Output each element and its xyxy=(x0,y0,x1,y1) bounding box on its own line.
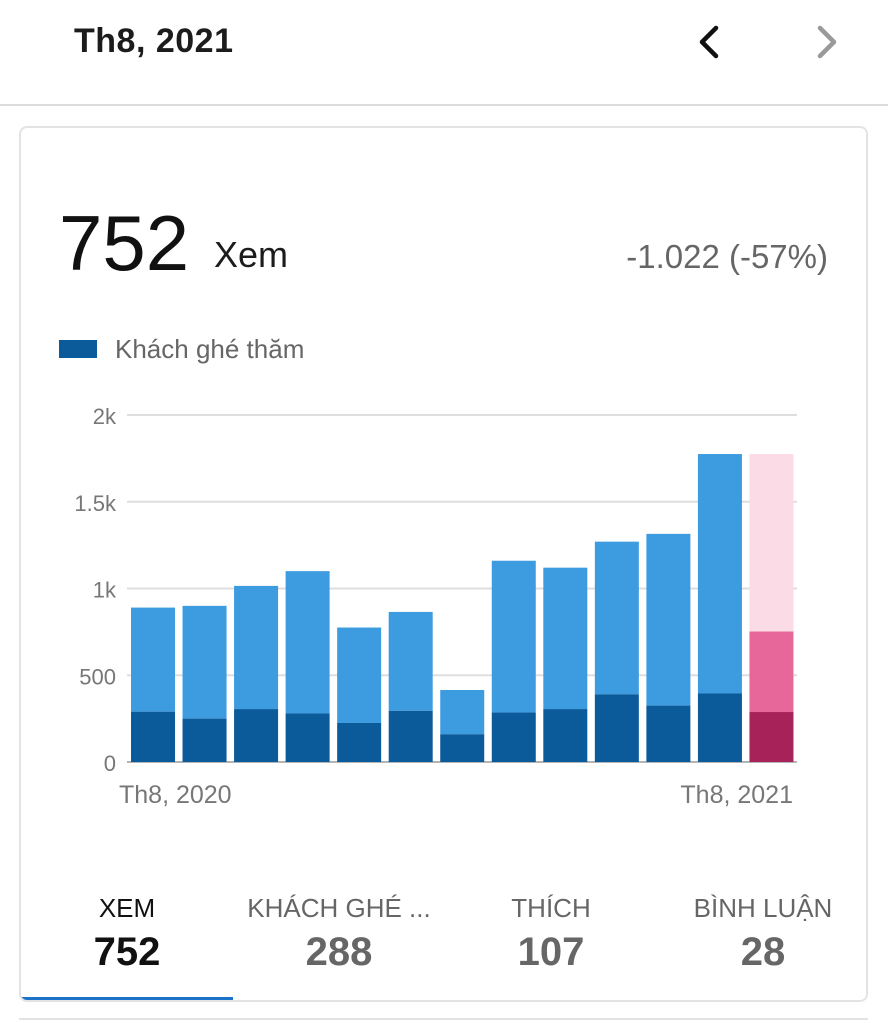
bar-visitors xyxy=(285,713,330,762)
header-bar: Th8, 2021 xyxy=(0,0,888,106)
bar-visitors xyxy=(182,718,227,762)
stats-card: 752 Xem -1.022 (-57%) Khách ghé thăm 0 50… xyxy=(19,126,868,1002)
bar-visitors xyxy=(440,734,485,762)
bar-visitors xyxy=(697,693,742,762)
tab-comments[interactable]: BÌNH LUẬN 28 xyxy=(657,883,866,1000)
tab-views-value: 752 xyxy=(93,930,161,974)
bar-views xyxy=(131,607,175,712)
tab-comments-value: 28 xyxy=(740,930,786,974)
bar-views xyxy=(749,631,794,713)
bar-visitors xyxy=(234,709,279,762)
bar-visitors xyxy=(491,712,536,762)
bar-views xyxy=(182,605,227,719)
tab-views-label: XEM xyxy=(98,893,156,923)
bar-visitors xyxy=(646,705,691,762)
tab-likes[interactable]: THÍCH 107 xyxy=(445,883,657,1000)
bar-views xyxy=(388,611,433,711)
bar-views xyxy=(440,689,485,735)
bar-visitors xyxy=(594,694,639,762)
chevron-right-icon xyxy=(817,25,837,59)
tab-comments-label: BÌNH LUẬN xyxy=(693,893,833,923)
legend-swatch xyxy=(59,340,97,358)
previous-month-button[interactable] xyxy=(686,18,734,66)
bar-views xyxy=(594,541,639,695)
bar-views xyxy=(697,454,742,694)
tab-likes-value: 107 xyxy=(517,930,585,974)
y-tick-label: 1k xyxy=(93,578,117,603)
tab-visitors[interactable]: KHÁCH GHÉ ... 288 xyxy=(233,883,445,1000)
bar-views xyxy=(491,560,536,713)
x-tick-label: Th8, 2020 xyxy=(119,781,232,809)
views-bar-chart: 0 500 1k 1.5k 2k Th8, 2020 Th8, 2021 xyxy=(74,404,797,809)
total-views-value: 752 xyxy=(59,199,190,287)
chevron-left-icon xyxy=(699,25,719,59)
change-indicator: -1.022 (-57%) xyxy=(626,238,828,275)
next-month-button[interactable] xyxy=(802,18,850,66)
y-tick-label: 500 xyxy=(79,664,116,689)
bar-views xyxy=(234,585,279,710)
tab-views[interactable]: XEM 752 xyxy=(21,883,233,1000)
y-tick-label: 1.5k xyxy=(74,491,117,516)
bar-views xyxy=(646,533,691,706)
total-views-unit: Xem xyxy=(214,234,289,275)
bar-visitors xyxy=(388,710,433,762)
bar-views xyxy=(337,627,382,723)
y-tick-label: 0 xyxy=(104,751,116,776)
tab-visitors-label: KHÁCH GHÉ ... xyxy=(247,893,431,923)
bar-visitors xyxy=(749,712,794,762)
y-tick-label: 2k xyxy=(93,404,117,429)
bottom-divider xyxy=(19,1018,868,1020)
bar-visitors xyxy=(131,711,175,762)
legend-label: Khách ghé thăm xyxy=(115,334,305,364)
bar-visitors xyxy=(337,722,382,762)
tab-likes-label: THÍCH xyxy=(511,893,591,923)
bar-views xyxy=(285,571,330,714)
x-tick-label: Th8, 2021 xyxy=(680,781,793,809)
bar-visitors xyxy=(543,709,588,762)
page-title: Th8, 2021 xyxy=(74,22,234,60)
metric-tabs: XEM 752 KHÁCH GHÉ ... 288 THÍCH 107 BÌNH… xyxy=(21,883,866,1000)
bar-views xyxy=(543,567,588,710)
active-tab-indicator xyxy=(21,997,233,1000)
tab-visitors-value: 288 xyxy=(305,930,373,974)
